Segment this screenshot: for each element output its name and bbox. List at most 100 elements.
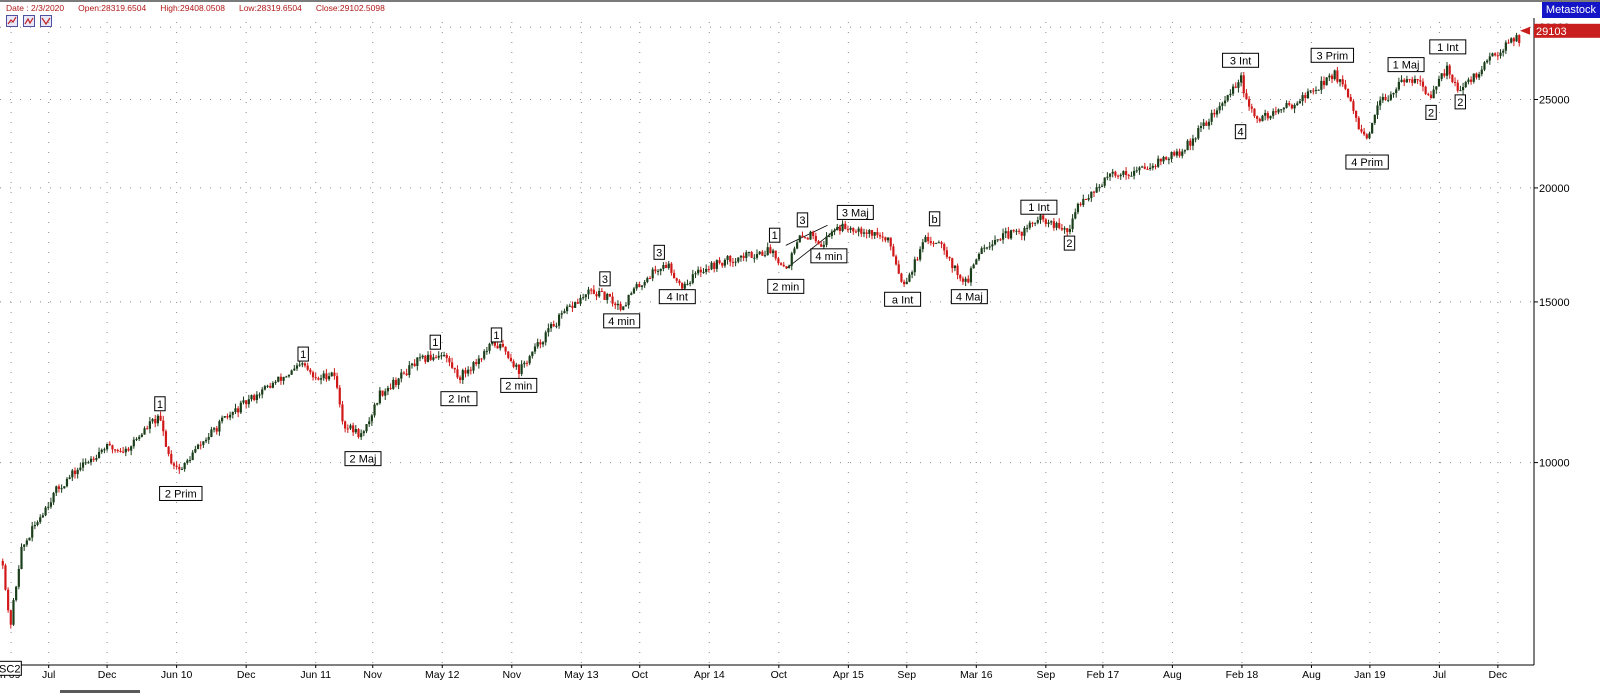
- candle-body: [595, 293, 598, 297]
- wave-label-text: 2: [1428, 107, 1434, 119]
- chart-tools-icon[interactable]: [40, 15, 52, 27]
- candle: [897, 260, 900, 275]
- candle: [23, 544, 26, 551]
- candle-body: [606, 293, 609, 300]
- chart-properties-icon[interactable]: [23, 15, 35, 27]
- wave-label: 3: [599, 271, 611, 287]
- candle: [1440, 73, 1443, 82]
- candle-body: [12, 600, 15, 625]
- wave-label-text: 3: [656, 247, 662, 259]
- candle: [266, 384, 269, 388]
- wave-label-text: 2 min: [505, 380, 532, 392]
- candle: [1199, 122, 1203, 133]
- candle: [560, 310, 563, 319]
- candle: [475, 359, 478, 367]
- candle: [1245, 89, 1248, 100]
- candle-body: [212, 428, 216, 430]
- candle: [20, 543, 23, 570]
- scrollbar-thumb[interactable]: [60, 690, 140, 693]
- candle-body: [271, 382, 275, 388]
- candle: [357, 428, 360, 439]
- candle: [796, 240, 799, 250]
- candle: [1322, 76, 1326, 89]
- candle-body: [750, 252, 753, 258]
- candle-body: [964, 278, 967, 282]
- candle: [1028, 220, 1031, 230]
- candle: [1352, 99, 1355, 115]
- wave-label: 1 Maj: [1387, 57, 1425, 73]
- candle-body: [683, 283, 686, 289]
- candle: [814, 232, 817, 244]
- candle-body: [7, 589, 10, 611]
- candle: [1141, 165, 1144, 168]
- candle-body: [261, 389, 264, 395]
- candle-body: [935, 242, 938, 244]
- candle-body: [1290, 104, 1294, 109]
- wave-label-box: [297, 346, 309, 362]
- candle: [715, 259, 718, 272]
- candle-body: [327, 376, 331, 380]
- candle-body: [63, 486, 66, 489]
- candle-body: [1181, 151, 1184, 156]
- candle-body: [1108, 173, 1112, 177]
- candle: [1288, 100, 1291, 107]
- candle: [755, 249, 759, 260]
- candle-body: [1074, 212, 1077, 219]
- candle-body: [413, 363, 416, 366]
- candle-body: [902, 281, 906, 285]
- chart-zoom-icon[interactable]: [6, 15, 18, 27]
- candle: [582, 293, 585, 300]
- candle: [1223, 96, 1227, 107]
- candle-body: [1239, 75, 1243, 83]
- candle: [1044, 218, 1047, 227]
- candle-body: [1146, 168, 1149, 170]
- candle-body: [370, 415, 373, 422]
- x-tick-label: Sep: [897, 669, 916, 681]
- candle-body: [723, 259, 727, 266]
- candle-body: [919, 249, 922, 260]
- candle: [892, 243, 895, 257]
- candle: [611, 292, 614, 307]
- wave-label-text: 1: [493, 330, 499, 342]
- candle: [983, 244, 986, 253]
- candle-body: [237, 408, 240, 413]
- candle-body: [405, 373, 408, 376]
- candle-body: [330, 372, 333, 377]
- candle-body: [600, 290, 603, 292]
- candle: [71, 468, 74, 482]
- wave-label: 1 Int: [1429, 39, 1467, 55]
- candle-body: [178, 466, 181, 470]
- candle: [1116, 174, 1120, 179]
- candle-body: [1082, 198, 1085, 206]
- candle: [753, 254, 756, 263]
- candle-body: [368, 421, 371, 425]
- candle: [937, 240, 940, 244]
- candle-body: [1127, 175, 1130, 177]
- candle: [501, 339, 505, 348]
- candle-body: [491, 342, 494, 344]
- candle-body: [1440, 73, 1443, 79]
- candle-body: [1026, 227, 1029, 229]
- candle-body: [1360, 129, 1363, 132]
- candle: [1363, 128, 1366, 137]
- candle-body: [132, 439, 135, 447]
- candle: [1119, 173, 1122, 180]
- candle-body: [953, 265, 957, 269]
- candle: [1162, 155, 1165, 165]
- candle-body: [959, 274, 962, 279]
- candle: [520, 360, 523, 377]
- wave-label-text: 2 min: [772, 281, 799, 293]
- candle-body: [1165, 157, 1168, 160]
- wave-label: a Int: [884, 291, 922, 307]
- candle: [1143, 162, 1146, 170]
- candle: [1151, 163, 1154, 171]
- candle: [301, 361, 304, 368]
- candle-body: [1042, 215, 1045, 220]
- candle: [836, 223, 839, 231]
- candle-body: [400, 372, 403, 379]
- candle-body: [434, 357, 438, 359]
- candle: [726, 255, 729, 265]
- candle-body: [940, 242, 943, 245]
- wave-label-box: [599, 271, 611, 287]
